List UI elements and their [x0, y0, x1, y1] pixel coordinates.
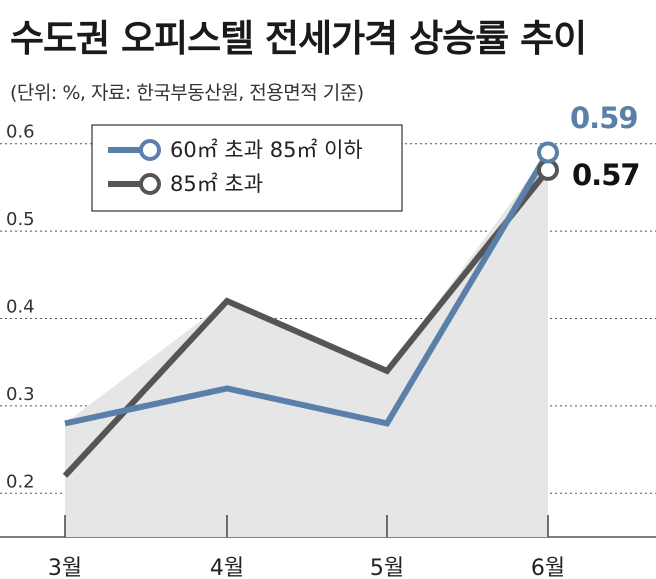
data-label: 0.57: [572, 158, 640, 192]
end-point-marker: [537, 158, 559, 181]
area-fill: [65, 152, 548, 537]
y-tick-label: 0.6: [6, 122, 35, 143]
end-point-marker: [537, 141, 559, 164]
series-lines: [62, 141, 559, 478]
legend-swatch-marker: [139, 139, 161, 161]
chart-subtitle: (단위: %, 자료: 한국부동산원, 전용면적 기준): [10, 82, 364, 104]
y-tick-label: 0.5: [6, 209, 35, 230]
series-line: [62, 168, 551, 478]
category-lines: [64, 515, 549, 537]
x-tick-label: 3월: [48, 556, 82, 579]
series-line: [64, 150, 551, 427]
legend-label: 85㎡ 초과: [170, 172, 263, 196]
data-labels: 0.59 0.57: [570, 101, 641, 192]
legend-label: 60㎡ 초과 85㎡ 이하: [170, 138, 363, 162]
x-tick-label: 5월: [370, 556, 404, 579]
data-label: 0.59: [570, 101, 638, 135]
legend-box: [91, 124, 403, 212]
chart-title: 수도권 오피스텔 전세가격 상승률 추이: [10, 17, 587, 60]
y-tick-label: 0.3: [6, 384, 35, 405]
x-tick-label: 4월: [210, 556, 244, 579]
area-fill-shape: [65, 152, 548, 537]
y-tick-label: 0.4: [6, 297, 35, 318]
y-tick-label: 0.2: [6, 471, 35, 492]
legend: 60㎡ 초과 85㎡ 이하 85㎡ 초과: [91, 124, 403, 212]
legend-swatch-marker: [139, 173, 161, 195]
y-tick-labels: 0.2 0.3 0.4 0.5 0.6: [6, 122, 35, 493]
x-tick-labels: 3월 4월 5월 6월: [48, 556, 565, 579]
x-tick-label: 6월: [531, 556, 565, 579]
